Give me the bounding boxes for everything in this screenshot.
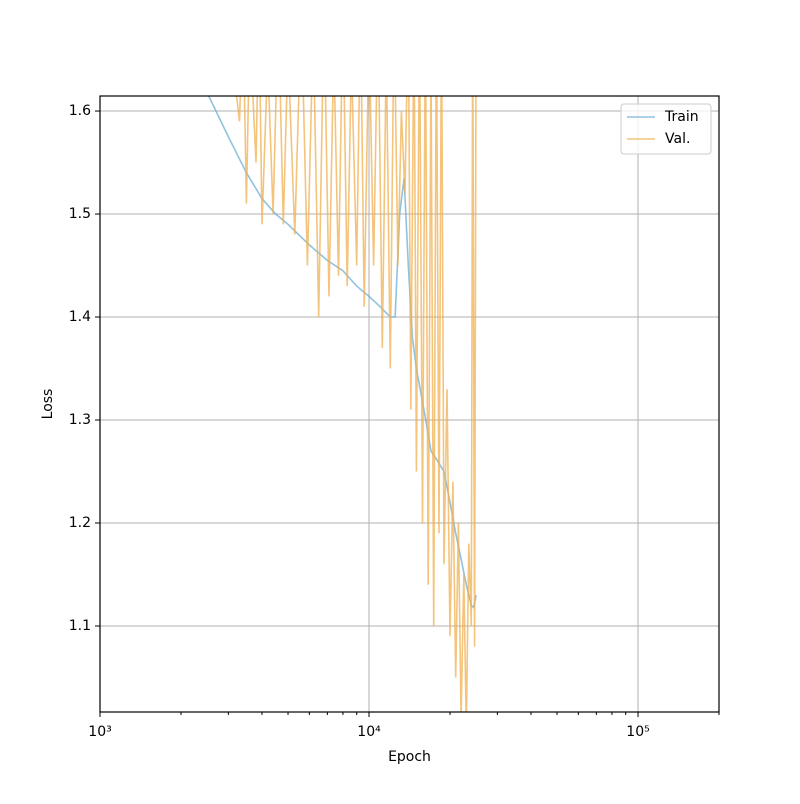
- y-tick-label: 1.6: [69, 103, 91, 119]
- y-tick-label: 1.1: [69, 618, 91, 634]
- y-axis-label: Loss: [40, 389, 56, 420]
- series-line: [235, 96, 477, 712]
- y-tick-label: 1.2: [69, 515, 91, 531]
- x-tick-label: 10⁵: [626, 724, 649, 740]
- legend-label: Val.: [665, 131, 690, 147]
- legend-label: Train: [664, 109, 699, 125]
- ticks: 10³ 10⁴ 10⁵ 1.1 1.2 1.3 1.4 1.5 1.6: [69, 103, 720, 740]
- y-tick-label: 1.3: [69, 412, 91, 428]
- axes-frame: [99, 95, 720, 713]
- x-tick-label: 10³: [88, 724, 111, 740]
- plot-area: [207, 96, 477, 712]
- y-tick-label: 1.5: [69, 206, 91, 222]
- legend: Train Val.: [620, 103, 712, 155]
- x-axis-label: Epoch: [388, 749, 431, 765]
- x-tick-label: 10⁴: [357, 724, 381, 740]
- y-tick-label: 1.4: [69, 309, 91, 325]
